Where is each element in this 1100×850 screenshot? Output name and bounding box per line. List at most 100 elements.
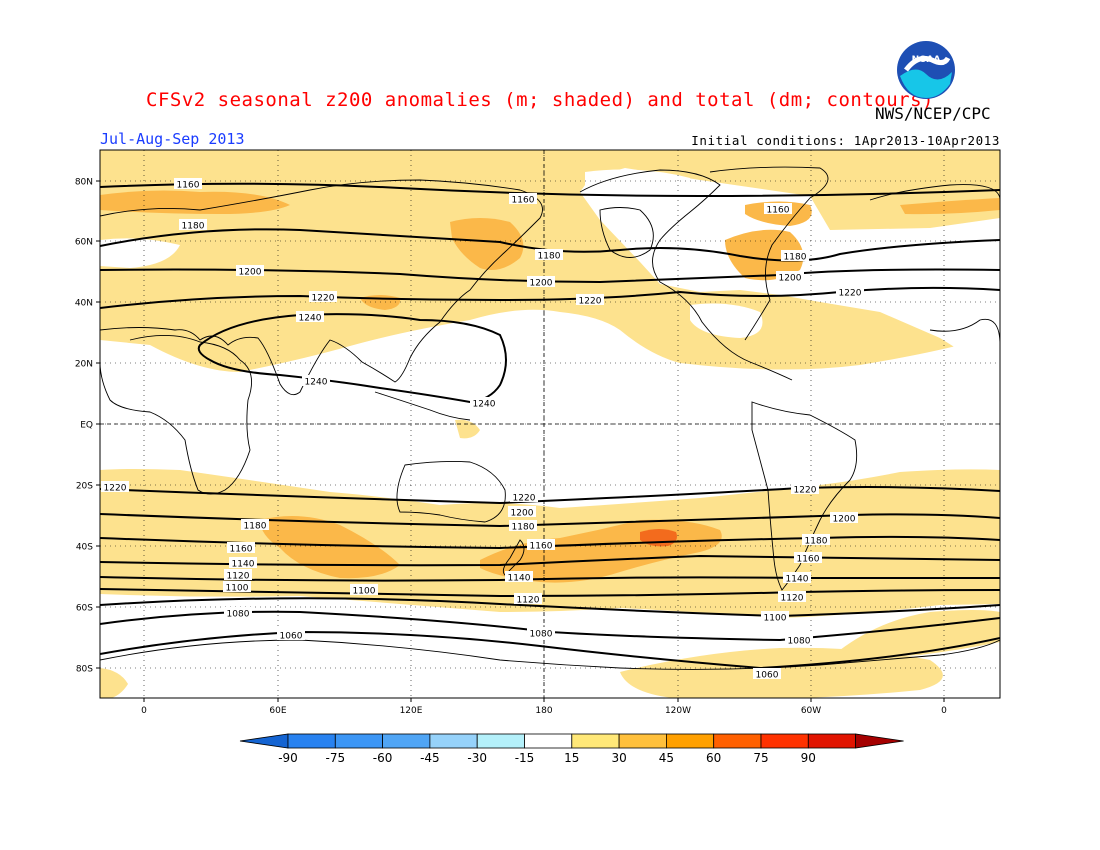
contour-label-bg <box>229 557 257 568</box>
colorbar-segment <box>429 733 478 749</box>
contour-labels: 1160 1160 1160 1180 1180 1180 1200 1200 1200 1220… <box>101 178 864 681</box>
contour-label: 1160 <box>230 545 253 555</box>
colorbar-tick-label: 90 <box>801 751 816 765</box>
contour-label-bg <box>224 607 252 618</box>
lat-label: 60N <box>75 238 93 248</box>
contour-label-bg <box>527 627 555 638</box>
contour-label-bg <box>753 668 781 679</box>
contour-label-bg <box>241 519 269 530</box>
map-frame <box>99 149 1001 699</box>
contour-label: 1180 <box>244 522 267 532</box>
contour-label-bg <box>227 542 255 553</box>
lat-label: 80N <box>75 178 93 188</box>
lon-label: 0 <box>941 706 947 716</box>
gridlines <box>100 150 1000 698</box>
contour-label: 1220 <box>104 484 127 494</box>
contour-label-bg <box>764 203 792 214</box>
contour-label-bg <box>791 483 819 494</box>
lon-label: 60W <box>801 706 821 716</box>
colorbar-segment <box>382 733 431 749</box>
contour-label-bg <box>277 629 305 640</box>
contour-label: 1240 <box>305 378 328 388</box>
lat-label: EQ <box>80 421 93 431</box>
contour-label-bg <box>514 593 542 604</box>
colorbar-tick-label: -90 <box>278 751 298 765</box>
contour-label-bg <box>778 591 806 602</box>
contour-label-bg <box>781 250 809 261</box>
lon-label: 180 <box>535 706 552 716</box>
contour-label-bg <box>224 569 252 580</box>
contour-label: 1160 <box>797 555 820 565</box>
colorbar-tick-label: -45 <box>420 751 440 765</box>
contour-label-bg <box>470 397 498 408</box>
contour-label: 1180 <box>538 252 561 262</box>
contour-label-bg <box>236 265 264 276</box>
colorbar-tick-label: 60 <box>706 751 721 765</box>
lon-label: 0 <box>141 706 147 716</box>
contour-label: 1160 <box>177 181 200 191</box>
anomaly-shading-strong <box>640 529 677 547</box>
contour-label: 1180 <box>512 523 535 533</box>
contour-label-bg <box>101 481 129 492</box>
lat-label: 60S <box>76 604 93 614</box>
contour-label-bg <box>776 271 804 282</box>
contour-label: 1180 <box>805 537 828 547</box>
colorbar-segment <box>618 733 667 749</box>
contour-label: 1120 <box>517 596 540 606</box>
contour-label: 1120 <box>227 572 250 582</box>
contour-label-bg <box>302 375 330 386</box>
contour-label: 1120 <box>781 594 804 604</box>
contour-label: 1240 <box>473 400 496 410</box>
anomaly-shading-medium <box>100 190 1000 583</box>
lon-label: 120E <box>400 706 423 716</box>
contour-label: 1100 <box>226 584 249 594</box>
contour-label-bg <box>174 178 202 189</box>
contour-label: 1200 <box>511 509 534 519</box>
colorbar-segment <box>571 733 620 749</box>
contour-label: 1100 <box>353 587 376 597</box>
contour-label: 1200 <box>833 515 856 525</box>
colorbar-segment <box>807 733 856 749</box>
contour-label: 1140 <box>232 560 255 570</box>
colorbar-tick-label: 45 <box>659 751 674 765</box>
anomaly-shading-light-south <box>100 419 1000 698</box>
noaa-logo: NOAA <box>897 41 955 99</box>
contour-label-bg <box>309 291 337 302</box>
lat-label: 20S <box>76 482 93 492</box>
contour-label-bg <box>505 571 533 582</box>
contour-label-bg <box>527 276 555 287</box>
contour-label-bg <box>508 506 536 517</box>
contour-label: 1080 <box>788 637 811 647</box>
colorbar-segment <box>760 733 809 749</box>
colorbar: -90 -75 -60 -45 -30 -15 15 30 45 60 75 90 <box>239 733 904 765</box>
contour-label: 1220 <box>513 494 536 504</box>
anomaly-shading-white <box>100 169 1000 698</box>
contour-label: 1240 <box>299 314 322 324</box>
colorbar-tick-label: 30 <box>611 751 626 765</box>
contour-label: 1100 <box>764 614 787 624</box>
contour-label-bg <box>535 249 563 260</box>
agency-label: NWS/NCEP/CPC <box>875 104 991 123</box>
contour-label: 1140 <box>786 575 809 585</box>
colorbar-tick-label: -15 <box>515 751 535 765</box>
contour-label: 1200 <box>530 279 553 289</box>
contour-label-bg <box>785 634 813 645</box>
contour-label: 1220 <box>839 289 862 299</box>
contour-label: 1200 <box>239 268 262 278</box>
contour-label: 1140 <box>508 574 531 584</box>
lon-label: 120W <box>665 706 691 716</box>
anomaly-shading-light <box>100 150 1000 698</box>
contour-label: 1220 <box>579 297 602 307</box>
colorbar-segment <box>287 733 336 749</box>
contour-label-bg <box>761 611 789 622</box>
lat-label: 40S <box>76 543 93 553</box>
height-contours <box>100 182 1000 670</box>
coastlines <box>100 166 1000 670</box>
contour-label-bg <box>510 491 538 502</box>
colorbar-tick-label: 75 <box>753 751 768 765</box>
colorbar-segment <box>476 733 525 749</box>
contour-label-bg <box>802 534 830 545</box>
lat-label: 40N <box>75 299 93 309</box>
lon-label: 60E <box>269 706 286 716</box>
